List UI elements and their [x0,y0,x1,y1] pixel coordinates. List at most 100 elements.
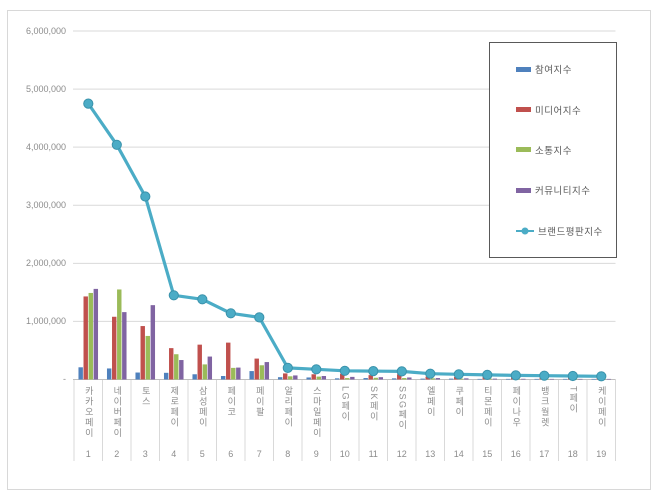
bar-미디어지수 [83,296,88,380]
x-category-number: 19 [596,449,607,459]
x-category-number: 8 [285,449,291,459]
x-category-number: 11 [368,449,378,459]
line-marker [396,366,407,377]
line-marker [425,368,436,379]
x-category-label: 카카오페이 [83,386,94,439]
legend-line-marker-dot [521,227,529,235]
legend-line-swatch-teal [516,227,534,235]
bar-커뮤니티지수 [606,378,612,380]
legend-label: 미디어지수 [535,105,582,117]
bar-참여지수 [505,378,511,380]
x-category-label: T페이 [568,386,579,414]
legend-bar-swatch-red [516,107,531,113]
line-marker [282,362,293,373]
bar-참여지수 [306,377,311,380]
bar-참여지수 [391,378,397,380]
y-tick-label: 4,000,000 [25,141,66,152]
legend-item-community: 커뮤니티지수 [516,183,616,197]
bar-미디어지수 [112,316,117,380]
x-category-number: 2 [114,449,120,459]
bar-소통지수 [288,376,293,380]
line-marker [111,139,122,150]
legend-label: 참여지수 [535,65,572,77]
line-marker [482,369,493,380]
bar-참여지수 [135,372,140,380]
y-tick-label: 5,000,000 [25,83,66,94]
x-category-label: 제로페이 [169,386,180,428]
x-category-number: 5 [199,449,205,459]
line-marker [225,308,236,319]
y-tick-label: 1,000,000 [25,315,66,326]
bar-소통지수 [459,378,464,380]
y-tick-label: 6,000,000 [25,25,66,36]
bar-참여지수 [334,378,340,380]
x-category-label: 네이버페이 [112,386,123,439]
bar-참여지수 [448,378,454,380]
x-category-label: 뱅크월렛 [539,386,550,428]
line-marker [311,364,322,375]
line-marker [368,366,379,377]
x-category-number: 18 [567,449,578,459]
x-category-label: 쿠페이 [454,386,465,418]
bar-참여지수 [192,374,197,380]
legend-item-media: 미디어지수 [516,103,616,117]
bar-소통지수 [373,377,378,380]
line-marker [140,191,151,202]
bar-커뮤니티지수 [464,378,469,380]
y-tick-label: 3,000,000 [25,199,66,210]
bar-커뮤니티지수 [407,377,412,380]
x-category-label: SSG페이 [397,386,408,431]
bar-커뮤니티지수 [93,288,99,380]
bar-커뮤니티지수 [378,377,384,380]
bar-소통지수 [231,367,236,380]
y-tick-label: - [63,374,66,384]
legend-bar-swatch-purple [516,187,531,193]
bar-참여지수 [220,376,226,380]
bar-커뮤니티지수 [122,312,127,380]
legend-bar-swatch-blue [516,66,531,72]
x-category-label: 토스 [140,386,151,407]
bar-커뮤니티지수 [264,362,270,380]
bar-커뮤니티지수 [435,378,441,380]
bar-소통지수 [430,378,435,380]
bar-참여지수 [277,377,283,380]
x-category-label: 엘페이 [425,386,436,418]
bar-미디어지수 [397,374,402,380]
legend-label: 커뮤니티지수 [535,186,591,198]
x-category-number: 6 [228,449,234,459]
line-marker [453,369,464,380]
bar-참여지수 [477,378,482,380]
legend-label: 소통지수 [535,145,572,157]
line-marker [254,312,265,323]
legend-item-participation: 참여지수 [516,62,616,76]
bar-미디어지수 [226,342,231,380]
x-category-label: 케이페이 [596,386,607,428]
x-category-label: 티몬페이 [482,386,493,428]
x-category-number: 17 [539,449,550,459]
bar-미디어지수 [283,373,288,380]
bar-커뮤니티지수 [492,378,498,380]
x-category-label: SK페이 [368,386,379,423]
legend-item-brand-reputation: 브랜드평판지수 [516,224,616,238]
bar-참여지수 [78,367,83,380]
x-category-number: 4 [171,449,177,459]
bar-커뮤니티지수 [179,360,184,380]
x-category-number: 15 [482,449,493,459]
bar-소통지수 [202,364,207,380]
bar-참여지수 [562,378,568,380]
bar-참여지수 [363,378,368,380]
bar-소통지수 [174,354,179,380]
bar-커뮤니티지수 [293,375,298,380]
bar-소통지수 [88,292,93,380]
line-marker [83,98,94,109]
line-marker [339,365,350,376]
bar-미디어지수 [169,348,174,380]
line-marker [168,290,179,301]
bar-미디어지수 [340,373,345,380]
x-category-number: 9 [313,449,319,459]
bar-소통지수 [259,365,264,380]
x-category-label: 페이팔 [254,386,265,418]
bar-커뮤니티지수 [150,305,156,380]
bar-미디어지수 [311,374,316,380]
